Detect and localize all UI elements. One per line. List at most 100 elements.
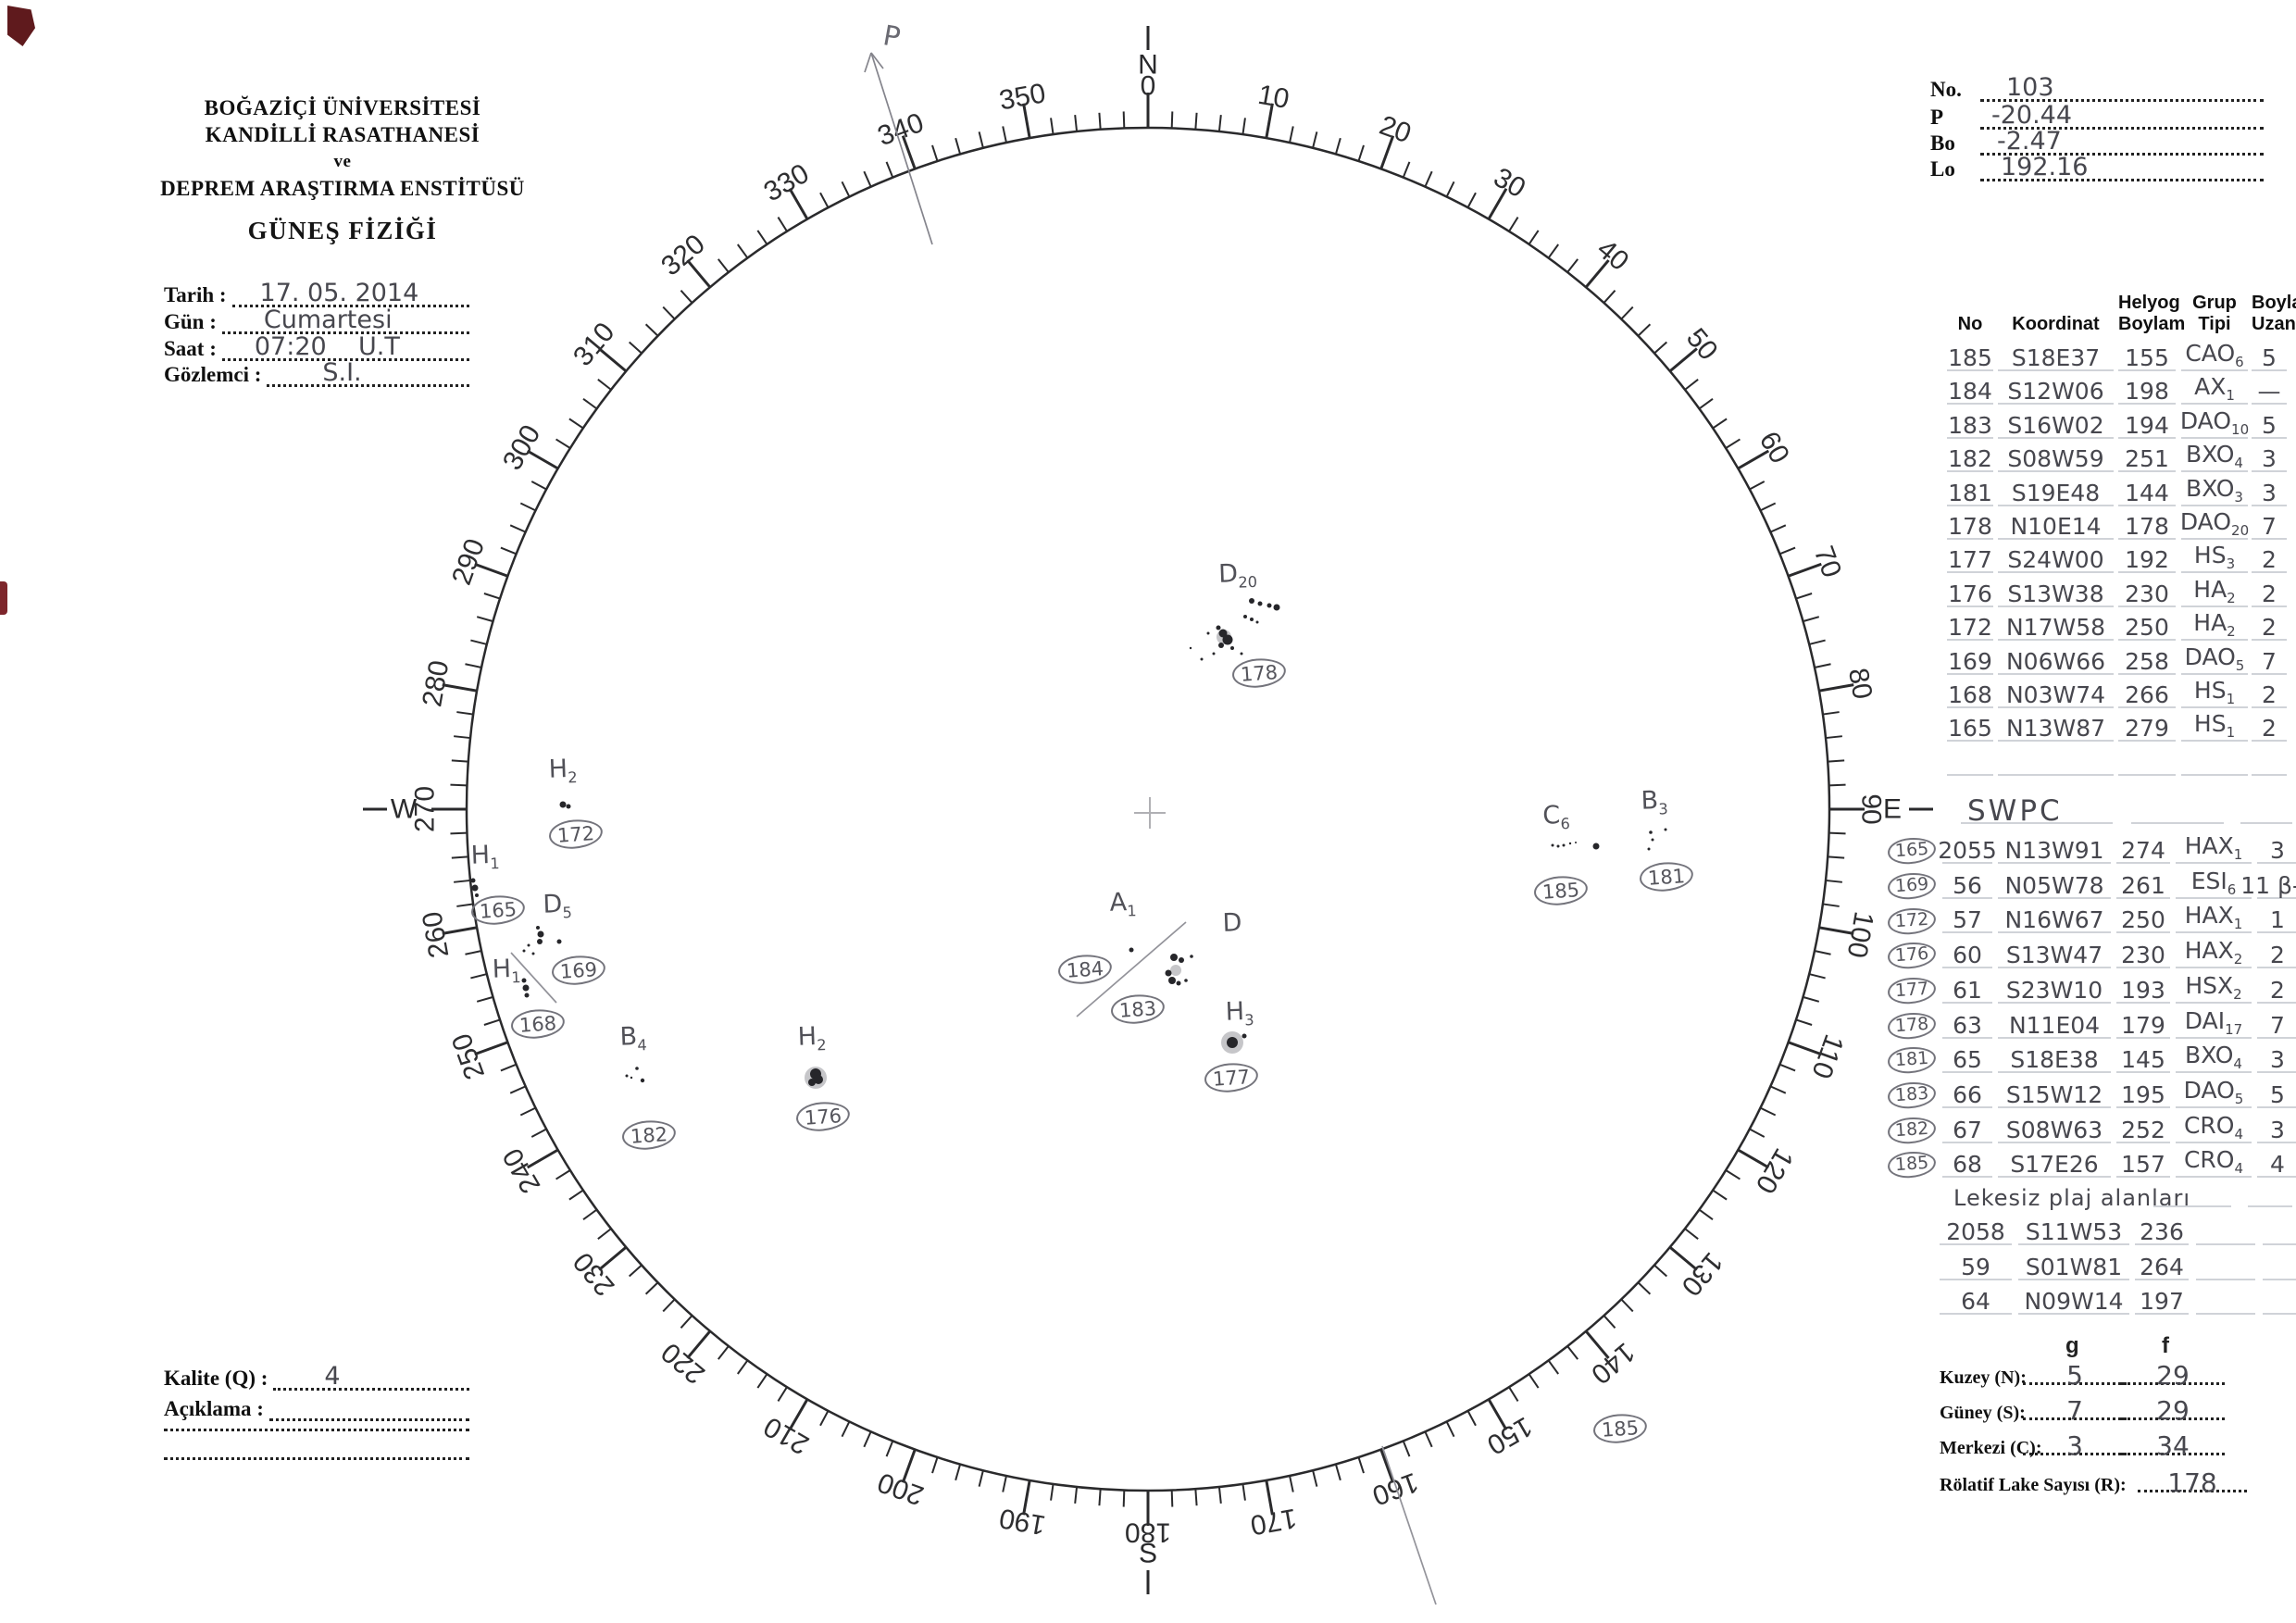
quality-field: Kalite (Q) : 4 [164, 1360, 469, 1391]
cell: 2 [2257, 970, 2296, 1004]
cell: S08W63 [1998, 1110, 2111, 1143]
cell-value: 157 [2121, 1151, 2165, 1179]
degree-label: 330 [759, 158, 815, 208]
cell: S17E26 [1998, 1144, 2111, 1179]
minor-tick [1698, 398, 1714, 410]
minor-tick [1795, 1018, 1813, 1026]
cell-value: HS1 [2193, 710, 2236, 742]
sunspot-group-number: 169 [550, 954, 607, 987]
dotted-line: Cumartesi [221, 304, 469, 334]
minor-tick [885, 1441, 894, 1457]
cell [1998, 743, 2114, 776]
scan-artifact [0, 581, 7, 615]
cell: S13W47 [1998, 935, 2111, 969]
kandilli-row: 172 N17W58 250 HA2 2 [1942, 608, 2289, 643]
sunspot [521, 978, 527, 983]
minor-tick [568, 1189, 584, 1201]
cell: S18E37 [1998, 338, 2114, 371]
cell: 251 [2118, 439, 2176, 473]
minor-tick [1312, 131, 1318, 149]
cell [2196, 1212, 2255, 1245]
swpc-row: 165 2055 N13W91 274 HAX1 3 [1886, 830, 2296, 866]
cell: 2 [2252, 540, 2287, 574]
cell-value: HS3 [2193, 542, 2236, 573]
major-tick [1584, 259, 1610, 289]
cell: 2055 [1938, 830, 1997, 864]
cell-value: DAO5 [2183, 1076, 2244, 1107]
group-label-subscript: 20 [1238, 572, 1258, 592]
count-f-value: 29 [2156, 1360, 2190, 1392]
cell-value: DAO20 [2179, 508, 2250, 539]
type-subscript: 2 [2233, 951, 2243, 968]
cell: HAX2 [2176, 935, 2252, 969]
cell: DAO5 [2176, 1075, 2252, 1108]
cell-value: 7 [2270, 1011, 2285, 1039]
sunspot-group-label: B4 [619, 1022, 648, 1055]
minor-tick [1445, 1421, 1455, 1438]
minor-tick [500, 546, 517, 556]
major-tick [1737, 449, 1770, 470]
cell-value: N16W67 [2004, 906, 2104, 934]
degree-label: 90 [1856, 793, 1887, 824]
sunspot-group-number: 178 [1230, 656, 1288, 690]
minor-tick [841, 1421, 851, 1438]
minor-tick [885, 161, 894, 178]
sunspot [1242, 1033, 1247, 1039]
dotted-line: 4 [273, 1360, 469, 1391]
major-tick [1668, 347, 1698, 373]
minor-tick [737, 243, 749, 259]
sunspot-group-number: 177 [1203, 1061, 1260, 1094]
cell: 181 [1886, 1042, 1938, 1075]
cell: 3 [2257, 1040, 2296, 1074]
minor-tick [1050, 118, 1054, 135]
sunspot [1649, 830, 1653, 834]
major-tick [1265, 1479, 1274, 1516]
minor-tick [1547, 243, 1559, 259]
minor-tick [456, 903, 474, 907]
minor-tick [1828, 855, 1845, 859]
cell: 1 [2257, 900, 2296, 934]
relative-number-label: Rölatif Lake Sayısı (R): [1940, 1475, 2127, 1495]
cell-value: 251 [2125, 445, 2169, 473]
kandilli-ref-number: 165 [1886, 836, 1938, 866]
sunspot-group-number: 185 [1532, 874, 1590, 907]
degree-label: 70 [1808, 543, 1847, 582]
kandilli-ref-number: 177 [1886, 976, 1938, 1005]
degree-label: 290 [446, 535, 491, 589]
cell: N03W74 [1998, 675, 2114, 708]
cell: 230 [2118, 574, 2176, 607]
sunspot-group-label: B3 [1641, 786, 1669, 818]
cell: HS1 [2181, 708, 2248, 743]
minor-tick [1466, 192, 1477, 208]
cell-value: 2 [2262, 580, 2277, 607]
dotted-cell: 29 [2121, 1392, 2225, 1424]
cell: S12W06 [1998, 371, 2114, 406]
cell: 178 [1886, 1007, 1938, 1041]
minor-tick [1712, 1189, 1728, 1201]
major-tick [598, 347, 628, 373]
cell: DAO5 [2181, 642, 2248, 675]
cell: 2 [2252, 675, 2287, 708]
minor-tick [1684, 1228, 1699, 1240]
group-label-subscript: 1 [510, 968, 521, 987]
degree-label: 60 [1753, 427, 1795, 468]
cell: HA2 [2181, 574, 2248, 607]
cardinal-label: N [1138, 50, 1158, 81]
minor-tick [454, 735, 471, 740]
cell-value: S08W63 [2005, 1116, 2103, 1143]
cell-value: CRO4 [2183, 1146, 2244, 1178]
cell-value: S12W06 [2007, 378, 2104, 406]
degree-label: 230 [568, 1246, 620, 1302]
minor-tick [1002, 1475, 1007, 1492]
kandilli-row [1942, 743, 2289, 778]
major-tick [686, 259, 712, 289]
type-subscript: 17 [2225, 1020, 2243, 1038]
field-label: No. [1930, 78, 1962, 101]
kandilli-row: 176 S13W38 230 HA2 2 [1942, 575, 2289, 609]
degree-label: 240 [497, 1143, 547, 1199]
minor-tick [1769, 1085, 1787, 1094]
minor-tick [955, 137, 962, 155]
field-label: Gün : [164, 310, 217, 333]
sunspot [1592, 843, 1600, 850]
minor-tick [454, 879, 471, 883]
